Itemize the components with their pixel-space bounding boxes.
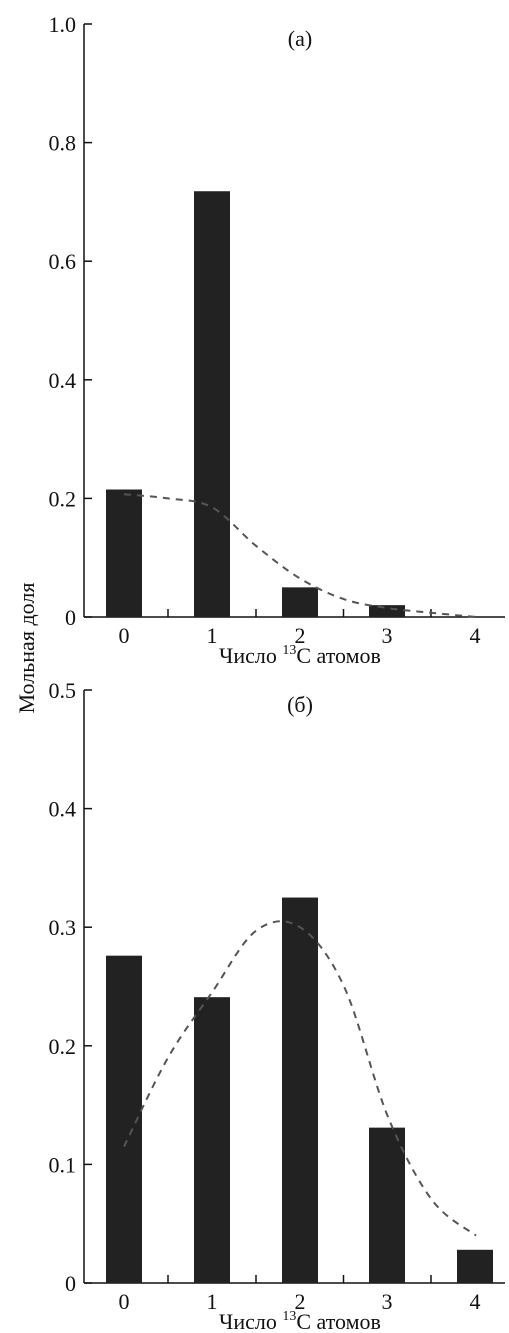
chart-1-x-tick-label: 4 <box>470 1289 481 1314</box>
chart-1-bar <box>457 1249 493 1283</box>
chart-1-panel-label: (б) <box>287 692 313 717</box>
chart-panel-a: 0 0.2 0.4 0.6 0.8 1.0 0 1 2 3 4 (а) Число 13C атомов <box>49 12 505 668</box>
chart-1-x-axis-title: Число 13C атомов <box>219 1309 381 1333</box>
chart-0-fit-curve <box>123 493 477 618</box>
chart-1-y-tick-label: 0.1 <box>49 1152 77 1177</box>
chart-1-y-tick-label: 0.3 <box>49 915 77 940</box>
chart-0-y-tick-label: 0.4 <box>49 368 77 393</box>
chart-0-x-tick-label: 0 <box>119 623 130 648</box>
chart-1-y-tick-label: 0 <box>65 1271 76 1296</box>
chart-0-bar <box>282 587 318 617</box>
chart-0-bar <box>369 605 405 617</box>
chart-0-panel-label: (а) <box>288 26 312 51</box>
chart-0-y-tick-label: 0.2 <box>49 486 77 511</box>
y-axis-title: Мольная доля <box>14 583 39 714</box>
chart-1-bar <box>194 997 230 1283</box>
chart-0-y-tick-label: 0.8 <box>49 131 77 156</box>
chart-1-bar <box>282 897 318 1283</box>
chart-panel-b: 0 0.1 0.2 0.3 0.4 0.5 0 1 2 3 4 (б) Число 13C атомов <box>49 678 505 1333</box>
chart-1-y-tick-label: 0.2 <box>49 1034 77 1059</box>
chart-0-y-tick-label: 0.6 <box>49 249 77 274</box>
chart-1-y-tick-label: 0.5 <box>49 678 77 703</box>
chart-0-x-tick-label: 3 <box>382 623 393 648</box>
chart-0-x-tick-label: 1 <box>207 623 218 648</box>
chart-0-x-axis-title: Число 13C атомов <box>219 643 381 668</box>
chart-0-x-tick-label: 4 <box>470 623 481 648</box>
chart-1-x-tick-label: 2 <box>295 1289 306 1314</box>
chart-1-fit-curve <box>123 920 477 1237</box>
chart-1-x-tick-label: 1 <box>207 1289 218 1314</box>
chart-0-y-tick-label: 0 <box>65 605 76 630</box>
chart-1-x-tick-label: 0 <box>119 1289 130 1314</box>
chart-0-bar <box>194 191 230 617</box>
chart-0-x-tick-label: 2 <box>295 623 306 648</box>
chart-0-y-tick-label: 1.0 <box>49 12 77 37</box>
chart-1-bar <box>369 1127 405 1283</box>
chart-1-y-tick-label: 0.4 <box>49 797 77 822</box>
chart-1-x-tick-label: 3 <box>382 1289 393 1314</box>
chart-0-bar <box>106 489 142 617</box>
